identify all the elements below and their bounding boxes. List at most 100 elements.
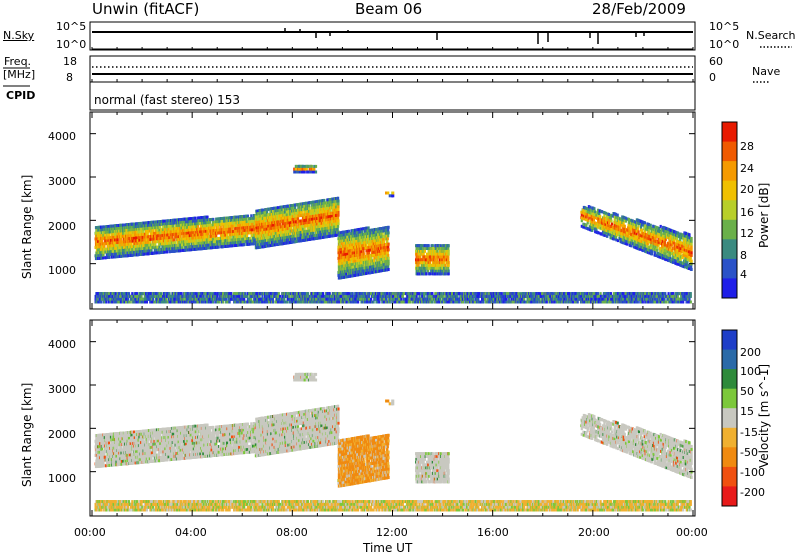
power-panel-frame bbox=[90, 112, 695, 309]
power-echo-cell bbox=[320, 216, 322, 219]
power-echo-cell bbox=[361, 242, 363, 245]
power-echo-cell bbox=[198, 242, 200, 245]
power-echo-cell bbox=[171, 236, 173, 239]
power-echo-cell bbox=[249, 237, 251, 240]
power-echo-cell bbox=[130, 226, 132, 229]
power-echo-cell bbox=[135, 236, 137, 239]
power-echo-cell bbox=[117, 238, 119, 241]
power-echo-cell bbox=[123, 246, 125, 249]
power-echo-cell bbox=[181, 246, 183, 249]
power-echo-cell bbox=[206, 216, 208, 219]
power-echo-cell bbox=[217, 226, 219, 229]
power-echo-cell bbox=[180, 249, 182, 252]
power-echo-cell bbox=[240, 229, 242, 232]
power-echo-cell bbox=[181, 243, 183, 246]
power-echo-cell bbox=[113, 241, 115, 244]
power-echo-cell bbox=[118, 227, 120, 230]
power-echo-cell bbox=[337, 200, 339, 203]
power-echo-cell bbox=[231, 227, 233, 230]
power-echo-cell bbox=[247, 215, 249, 218]
power-echo-cell bbox=[222, 240, 224, 243]
power-echo-cell bbox=[131, 245, 133, 248]
power-echo-cell bbox=[312, 232, 314, 235]
power-echo-cell bbox=[290, 227, 292, 230]
power-echo-cell bbox=[213, 226, 215, 229]
power-echo-cell bbox=[308, 207, 310, 210]
power-echo-cell bbox=[170, 244, 172, 247]
power-echo-cell bbox=[357, 256, 359, 259]
power-echo-cell bbox=[149, 241, 151, 244]
power-echo-cell bbox=[150, 238, 152, 241]
power-echo-cell bbox=[130, 243, 132, 246]
power-echo-cell bbox=[246, 220, 248, 223]
power-echo-cell bbox=[193, 228, 195, 231]
power-echo-cell bbox=[272, 224, 274, 227]
power-echo-cell bbox=[163, 251, 165, 254]
power-echo-cell bbox=[150, 249, 152, 252]
power-echo-cell bbox=[212, 221, 214, 224]
power-echo-cell bbox=[245, 218, 247, 221]
power-echo-cell bbox=[338, 271, 340, 274]
power-echo-cell bbox=[355, 257, 357, 260]
power-echo-cell bbox=[188, 243, 190, 246]
power-echo-cell bbox=[349, 261, 351, 264]
power-echo-cell bbox=[143, 230, 145, 233]
power-echo-cell bbox=[100, 248, 102, 251]
power-echo-cell bbox=[108, 256, 110, 259]
power-echo-cell bbox=[308, 204, 310, 207]
power-echo-cell bbox=[338, 265, 340, 268]
power-echo-cell bbox=[331, 215, 333, 218]
power-echo-cell bbox=[238, 238, 240, 241]
power-echo-cell bbox=[337, 197, 339, 200]
power-echo-cell bbox=[365, 244, 367, 247]
power-echo-cell bbox=[200, 233, 202, 236]
power-echo-cell bbox=[330, 209, 332, 212]
power-echo-cell bbox=[192, 225, 194, 228]
power-echo-cell bbox=[230, 219, 232, 222]
power-echo-cell bbox=[282, 231, 284, 234]
power-echo-cell bbox=[195, 239, 197, 242]
power-echo-cell bbox=[361, 230, 363, 233]
power-echo-cell bbox=[212, 218, 214, 221]
power-echo-cell bbox=[337, 205, 339, 208]
power-echo-cell bbox=[151, 243, 153, 246]
power-echo-cell bbox=[289, 233, 291, 236]
power-echo-cell bbox=[268, 241, 270, 244]
power-echo-cell bbox=[209, 221, 211, 224]
power-echo-cell bbox=[219, 220, 221, 223]
power-echo-cell bbox=[278, 220, 280, 223]
power-echo-cell bbox=[291, 207, 293, 210]
power-echo-cell bbox=[172, 225, 174, 228]
power-echo-cell bbox=[103, 245, 105, 248]
power-echo-cell bbox=[362, 250, 364, 253]
power-echo-cell bbox=[110, 242, 112, 245]
power-echo-cell bbox=[155, 251, 157, 254]
power-echo-cell bbox=[194, 217, 196, 220]
power-echo-cell bbox=[197, 225, 199, 228]
power-echo-cell bbox=[294, 206, 296, 209]
nsky-panel-frame bbox=[90, 22, 695, 50]
power-echo-cell bbox=[215, 235, 217, 238]
power-echo-cell bbox=[153, 246, 155, 249]
power-echo-cell bbox=[337, 228, 339, 231]
power-echo-cell bbox=[279, 223, 281, 226]
power-echo-cell bbox=[352, 249, 354, 252]
power-echo-cell bbox=[214, 229, 216, 232]
power-echo-cell bbox=[212, 238, 214, 241]
power-echo-cell bbox=[250, 214, 252, 217]
power-echo-cell bbox=[222, 228, 224, 231]
power-echo-cell bbox=[337, 217, 339, 220]
power-echo-cell bbox=[166, 250, 168, 253]
power-echo-cell bbox=[216, 240, 218, 243]
power-echo-cell bbox=[218, 246, 220, 249]
power-echo-cell bbox=[147, 233, 149, 236]
power-echo-cell bbox=[207, 233, 209, 236]
cpid-panel-frame bbox=[90, 82, 695, 110]
power-echo-cell bbox=[108, 233, 110, 236]
power-echo-cell bbox=[265, 219, 267, 222]
power-echo-cell bbox=[240, 218, 242, 221]
power-echo-cell bbox=[337, 202, 339, 205]
power-echo-cell bbox=[131, 248, 133, 251]
power-echo-cell bbox=[133, 248, 135, 251]
